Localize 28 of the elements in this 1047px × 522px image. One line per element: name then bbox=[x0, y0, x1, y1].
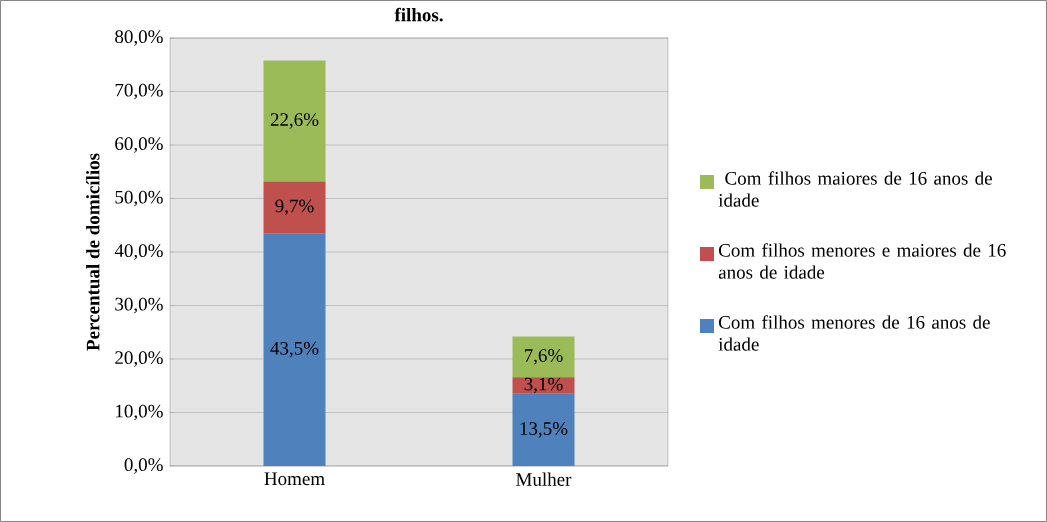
y-tick-label: 50,0% bbox=[115, 190, 163, 207]
y-tick-label: 0,0% bbox=[124, 458, 163, 474]
x-tick-label: Homem bbox=[264, 472, 325, 486]
legend-label: Com filhos menores e maiores de 16 anos de idade bbox=[718, 243, 1006, 279]
y-tick-label: 20,0% bbox=[115, 351, 163, 367]
y-tick-label: 30,0% bbox=[115, 297, 163, 314]
legend-label: Com filhos menores de 16 anos de idade bbox=[718, 315, 990, 351]
data-label: 43,5% bbox=[270, 341, 319, 358]
y-tick-label: 40,0% bbox=[114, 244, 163, 260]
y-tick-label: 80,0% bbox=[115, 30, 163, 46]
bar bbox=[263, 181, 326, 234]
legend-label: Com filhos maiores de 16 anos de idade bbox=[718, 171, 992, 207]
data-label: 9,7% bbox=[275, 199, 314, 216]
data-label: 13,5% bbox=[520, 422, 568, 438]
y-tick-label: 60,0% bbox=[115, 137, 163, 153]
y-axis-title: Percentual de domicílios bbox=[86, 153, 100, 351]
y-tick-label: 10,0% bbox=[116, 404, 163, 421]
bar bbox=[512, 336, 575, 378]
y-tick-label: 70,0% bbox=[115, 83, 163, 100]
bar bbox=[512, 393, 575, 466]
chart-title: filhos. bbox=[394, 7, 443, 22]
bar bbox=[263, 233, 326, 466]
data-label: 3,1% bbox=[524, 377, 563, 394]
x-tick-label: Mulher bbox=[516, 472, 572, 486]
data-label: 7,6% bbox=[524, 349, 563, 365]
bar bbox=[263, 60, 326, 182]
data-label: 22,6% bbox=[270, 113, 319, 129]
bar bbox=[512, 377, 575, 394]
